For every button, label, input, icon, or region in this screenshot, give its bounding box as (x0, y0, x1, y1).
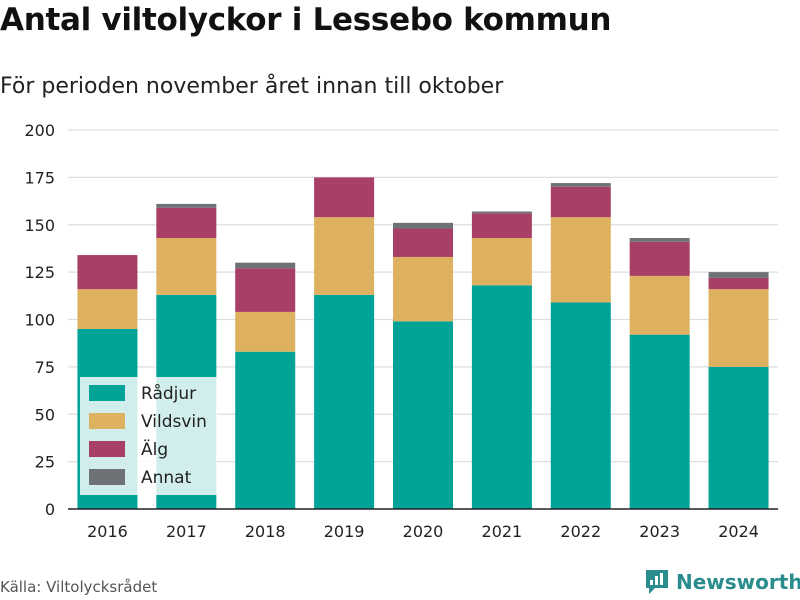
bar-segment (629, 334, 690, 509)
y-tick-label: 0 (45, 500, 55, 519)
bar-segment (629, 275, 690, 335)
legend-swatch (89, 469, 125, 485)
bar-segment (708, 272, 769, 278)
x-tick-label: 2024 (718, 522, 759, 541)
x-tick-label: 2022 (560, 522, 601, 541)
bar-segment (393, 222, 453, 229)
bar-segment (156, 238, 217, 295)
bar-segment (629, 238, 690, 242)
x-tick-label: 2020 (403, 522, 444, 541)
bar-segment (471, 238, 532, 286)
bar-segment (156, 203, 217, 208)
legend-swatch (89, 413, 125, 429)
bar-segment (550, 186, 611, 218)
brand-logo: Newsworthy (644, 568, 800, 596)
bar-segment (156, 207, 217, 239)
bar-segment (235, 351, 296, 509)
bar-segment (235, 311, 296, 352)
bar-segment (235, 262, 296, 269)
x-tick-label: 2017 (166, 522, 207, 541)
newsworthy-logo-icon (646, 570, 668, 594)
bar-segment (550, 217, 611, 303)
x-tick-label: 2016 (87, 522, 128, 541)
y-tick-label: 150 (24, 216, 55, 235)
legend-swatch (89, 441, 125, 457)
brand-name: Newsworthy (676, 570, 800, 594)
bar-segment (393, 256, 453, 322)
bar-segment (550, 302, 611, 509)
y-tick-label: 50 (35, 405, 55, 424)
source-note: Källa: Viltolycksrådet (0, 578, 158, 596)
bar-segment (314, 294, 375, 509)
bar-segment (471, 285, 532, 509)
bar-segment (235, 268, 296, 312)
bar-segment (471, 213, 532, 239)
legend-label: Rådjur (141, 383, 196, 404)
chart-title: Antal viltolyckor i Lessebo kommun (0, 2, 612, 38)
x-tick-label: 2023 (639, 522, 680, 541)
y-tick-label: 125 (24, 263, 55, 282)
y-tick-label: 25 (35, 453, 55, 472)
x-tick-label: 2018 (245, 522, 286, 541)
bar-segment (708, 289, 769, 367)
bar-segment (629, 241, 690, 276)
x-tick-label: 2019 (324, 522, 365, 541)
x-tick-label: 2021 (482, 522, 523, 541)
bar-segment (708, 366, 769, 509)
bar-segment (393, 321, 453, 509)
bar-segment (314, 217, 375, 295)
legend-label: Vildsvin (141, 412, 207, 432)
bar-segment (77, 255, 138, 290)
legend-swatch (89, 385, 125, 401)
chart-subtitle: För perioden november året innan till ok… (0, 74, 504, 99)
bar-segment (77, 289, 138, 329)
bar-segment (393, 228, 453, 257)
legend-label: Annat (141, 468, 192, 488)
y-tick-label: 200 (24, 121, 55, 140)
bar-segment (471, 211, 532, 214)
y-tick-label: 100 (24, 311, 55, 330)
y-tick-label: 75 (35, 358, 55, 377)
bar-segment (550, 183, 611, 187)
bar-segment (708, 277, 769, 290)
bar-segment (314, 177, 375, 218)
y-tick-label: 175 (24, 168, 55, 187)
legend-label: Älg (141, 439, 168, 460)
